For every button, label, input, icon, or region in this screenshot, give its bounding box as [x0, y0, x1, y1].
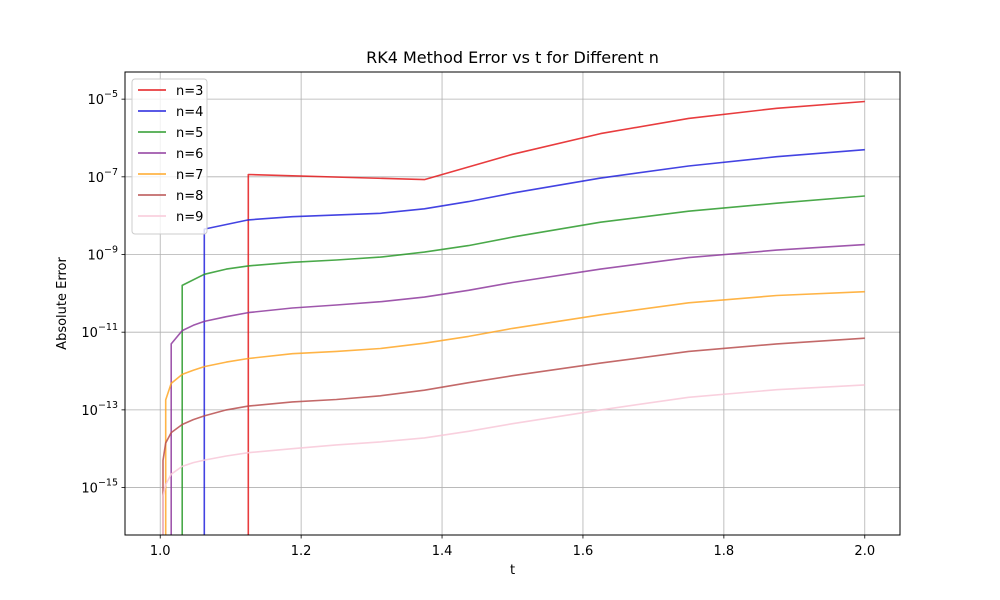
y-axis-label: Absolute Error	[55, 257, 70, 350]
y-tick-label: 10−7	[87, 167, 118, 186]
y-tick-label: 10−9	[87, 245, 118, 264]
series-line-n-7	[164, 290, 865, 535]
y-tick-label: 10−11	[81, 322, 118, 341]
plot-frame	[124, 71, 901, 536]
legend-label: n=6	[176, 147, 203, 162]
series-line-n-9	[162, 384, 865, 535]
x-tick-label: 1.0	[150, 544, 171, 559]
y-tick-label: 10−13	[81, 400, 118, 419]
chart-title: RK4 Method Error vs t for Different n	[366, 48, 659, 67]
series-line-n-6	[170, 243, 865, 535]
legend: n=3 n=4 n=5 n=6 n=7 n=8 n=9	[131, 78, 208, 235]
series-line-n-5	[181, 195, 865, 535]
x-tick-label: 1.6	[573, 544, 594, 559]
series-line-n-4	[203, 148, 865, 535]
x-tick-label: 2.0	[854, 544, 875, 559]
legend-label: n=8	[176, 189, 203, 204]
grid	[125, 72, 900, 535]
series-line-n-8	[162, 337, 865, 535]
x-tick-label: 1.2	[291, 544, 312, 559]
legend-label: n=5	[176, 126, 203, 141]
legend-label: n=7	[176, 168, 203, 183]
legend-label: n=4	[176, 105, 203, 120]
x-axis-label: t	[510, 563, 515, 578]
x-axis: 1.0 1.2 1.4 1.6 1.8 2.0	[150, 535, 875, 559]
series-line-n-3	[247, 100, 865, 535]
legend-label: n=3	[176, 84, 203, 99]
y-axis: 10−15 10−13 10−11 10−9 10−7 10−5	[81, 89, 125, 497]
x-tick-label: 1.8	[714, 544, 735, 559]
y-tick-label: 10−5	[87, 89, 118, 108]
x-tick-label: 1.4	[432, 544, 453, 559]
y-tick-label: 10−15	[81, 478, 118, 497]
plot-lines	[162, 100, 865, 535]
legend-label: n=9	[176, 210, 203, 225]
